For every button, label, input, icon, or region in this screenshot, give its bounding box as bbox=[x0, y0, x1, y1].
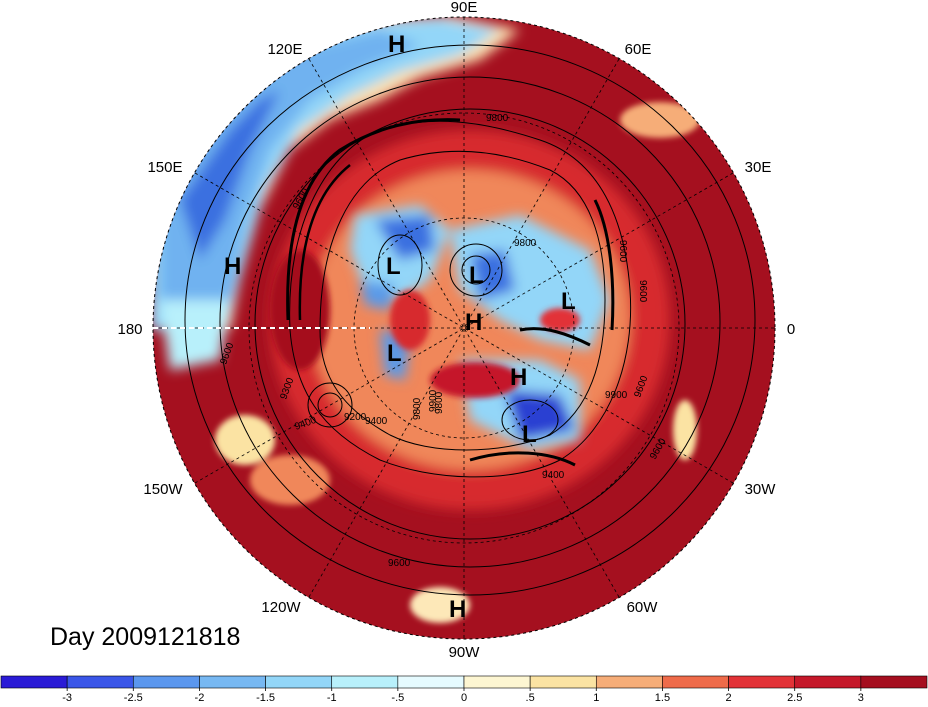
lon-label-30e: 30E bbox=[745, 159, 772, 176]
colorbar-tick-label: -.5 bbox=[391, 692, 404, 702]
cutoff-siberia bbox=[377, 234, 423, 296]
colorbar-swatch bbox=[860, 675, 928, 689]
colorbar: -3 -2.5 -2 -1.5 -1 -.5 0 .5 1 1.5 2 2.5 3 bbox=[0, 675, 928, 704]
contour-label: 9800 bbox=[514, 238, 537, 249]
low-pressure-center: L bbox=[387, 340, 402, 367]
jet-north-atlantic bbox=[519, 327, 591, 347]
lon-label-60w: 60W bbox=[627, 599, 659, 616]
colorbar-tick-label: 2 bbox=[726, 692, 732, 702]
colorbar-swatch bbox=[595, 675, 663, 689]
cutoff-arctic-2 bbox=[449, 243, 503, 297]
high-pressure-center: H bbox=[465, 309, 482, 336]
low-pressure-center: L bbox=[522, 421, 537, 448]
lon-label-120e: 120E bbox=[267, 41, 302, 58]
high-pressure-center: H bbox=[224, 253, 241, 280]
lon-label-90w: 90W bbox=[449, 644, 481, 661]
day-label: Day 2009121818 bbox=[50, 623, 240, 651]
colorbar-tick-label: 3 bbox=[858, 692, 864, 702]
contour-label: 9400 bbox=[365, 416, 388, 427]
colorbar-swatch bbox=[331, 675, 399, 689]
shading-south-patches bbox=[215, 102, 700, 623]
colorbar-tick-label: 2.5 bbox=[787, 692, 802, 702]
colorbar-swatch bbox=[0, 675, 68, 689]
longitude-labels: 90E 60E 30E 0 30W 60W 90W 120W 150W 180 … bbox=[117, 0, 795, 661]
jet-atlantic-west bbox=[593, 199, 615, 331]
colorbar-tick-label: -1.5 bbox=[256, 692, 275, 702]
colorbar-swatch bbox=[662, 675, 729, 689]
lon-label-90e: 90E bbox=[451, 0, 478, 16]
low-pressure-center: L bbox=[386, 253, 401, 280]
meridian-30-150 bbox=[194, 172, 734, 484]
jet-north-america bbox=[469, 451, 576, 467]
colorbar-swatch bbox=[199, 675, 266, 689]
contour-label: 9600 bbox=[388, 558, 411, 569]
colorbar-tick-label: -1 bbox=[327, 692, 337, 702]
latitude-circle-2 bbox=[353, 217, 575, 439]
lon-label-30w: 30W bbox=[745, 481, 777, 498]
colorbar-tick-label: -2.5 bbox=[124, 692, 143, 702]
jet-asia-2 bbox=[298, 164, 351, 321]
colorbar-swatch bbox=[132, 675, 200, 689]
colorbar-tick-label: .5 bbox=[526, 692, 535, 702]
lon-label-150w: 150W bbox=[143, 481, 183, 498]
contour-label: 9400 bbox=[542, 470, 565, 481]
contour-label: 9900 bbox=[605, 390, 628, 401]
jet-asia bbox=[286, 118, 461, 321]
colorbar-swatch bbox=[463, 675, 531, 689]
low-pressure-center: L bbox=[469, 262, 484, 289]
low-pressure-center: L bbox=[561, 288, 576, 315]
contour-inner-2 bbox=[319, 150, 606, 451]
cutoff-pacific-2 bbox=[307, 382, 353, 428]
lon-label-60e: 60E bbox=[625, 41, 652, 58]
colorbar-swatch bbox=[265, 675, 333, 689]
colorbar-swatch bbox=[728, 675, 796, 689]
high-pressure-center: H bbox=[510, 364, 527, 391]
colorbar-tick-label: 1.5 bbox=[655, 692, 670, 702]
colorbar-swatch bbox=[66, 675, 134, 689]
contour-label: 9800 bbox=[486, 113, 509, 124]
colorbar-tick-label: -2 bbox=[195, 692, 205, 702]
meridian-60-120 bbox=[308, 58, 620, 598]
contour-label: 9900 bbox=[428, 389, 439, 412]
contour-outer-3 bbox=[254, 108, 686, 540]
colorbar-tick-label: -3 bbox=[62, 692, 72, 702]
colorbar-swatch bbox=[529, 675, 597, 689]
meridian-150-30 bbox=[194, 172, 734, 484]
contour-outer-1 bbox=[184, 44, 756, 596]
contour-label: 9800 bbox=[434, 391, 445, 414]
cutoff-pacific bbox=[317, 392, 343, 418]
contour-label: 9600 bbox=[617, 240, 628, 263]
colorbar-swatch bbox=[397, 675, 465, 689]
lon-label-120w: 120W bbox=[261, 599, 301, 616]
colorbar-swatch bbox=[794, 675, 862, 689]
high-pressure-center: H bbox=[449, 596, 466, 623]
lon-label-0: 0 bbox=[787, 321, 795, 338]
map-disc-border bbox=[152, 16, 776, 640]
colorbar-tick-label: 1 bbox=[593, 692, 599, 702]
height-contours bbox=[184, 44, 756, 596]
contour-label: 9600 bbox=[637, 280, 648, 303]
colorbar-tick-label: 0 bbox=[461, 692, 467, 702]
lon-label-150e: 150E bbox=[147, 159, 182, 176]
lon-label-180: 180 bbox=[117, 321, 142, 338]
cutoff-arctic bbox=[461, 255, 491, 285]
contour-label: 9800 bbox=[412, 397, 423, 420]
high-pressure-center: H bbox=[388, 31, 405, 58]
contour-outer-2 bbox=[219, 76, 721, 568]
cutoff-canada bbox=[501, 399, 559, 441]
contour-label: 9200 bbox=[344, 412, 367, 423]
latitude-circle-1 bbox=[248, 112, 680, 544]
pressure-centers: H H L L L H L H L H bbox=[224, 31, 576, 623]
meridian-120-60 bbox=[308, 58, 620, 598]
